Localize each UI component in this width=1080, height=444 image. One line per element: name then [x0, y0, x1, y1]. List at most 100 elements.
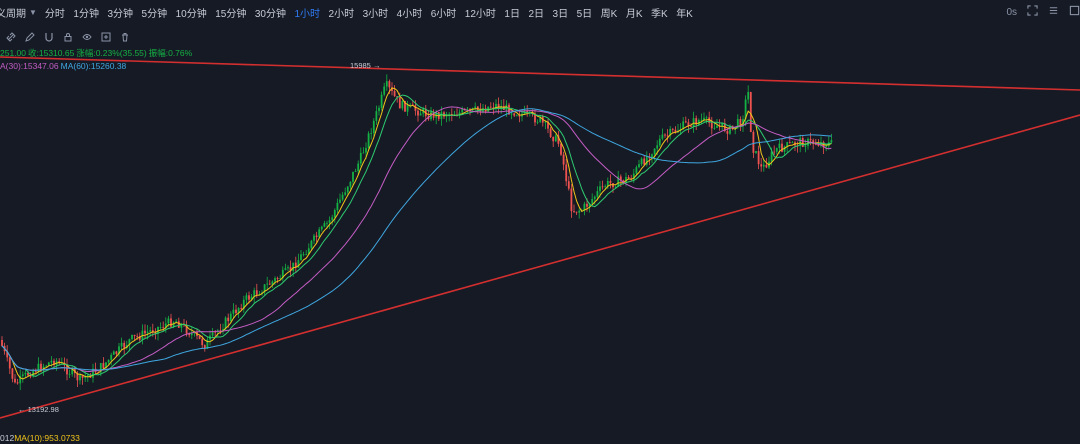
candle-body [578, 210, 581, 213]
candle-body [344, 192, 347, 195]
interval-tab[interactable]: 10分钟 [175, 8, 207, 20]
candle-body [809, 138, 812, 141]
eye-icon[interactable] [82, 29, 92, 40]
candle-body [349, 181, 352, 187]
interval-tab[interactable]: 分时 [44, 8, 65, 20]
candle-body [302, 254, 305, 256]
interval-tab[interactable]: 月K [625, 8, 643, 20]
interval-tab[interactable]: 3小时 [362, 8, 389, 20]
interval-tab[interactable]: 30分钟 [254, 8, 286, 20]
candle-body [716, 125, 718, 128]
interval-tab[interactable]: 周K [600, 8, 618, 20]
candle-body [167, 318, 170, 324]
candle-body [92, 368, 94, 378]
interval-tab[interactable]: 1日 [504, 8, 520, 20]
candle-body [573, 211, 575, 212]
interval-tab[interactable]: 2小时 [328, 8, 355, 20]
candle-body [258, 294, 261, 295]
candle-body [635, 167, 638, 174]
candle-body [380, 94, 383, 108]
candle-body [294, 262, 297, 268]
min-price-label: ← 13192.98 [18, 405, 59, 414]
candle-body [721, 123, 724, 127]
candle-body [830, 140, 833, 143]
ohlc-readout: 251.00 收:15310.65 涨幅:0.23%(35.55) 振幅:0.76% [0, 47, 194, 59]
interval-tab[interactable]: 1分钟 [73, 8, 99, 20]
candle-body [180, 324, 183, 328]
candle-body [812, 140, 815, 145]
magnet-icon[interactable] [44, 29, 54, 42]
candle-body [336, 202, 339, 211]
ma-readout: A(30):15347.06 MA(60):15260.38 [0, 61, 128, 71]
candle-body [703, 117, 705, 120]
drawing-toolbar [6, 27, 139, 42]
candle-body [144, 330, 146, 334]
trash-icon[interactable] [120, 29, 130, 42]
candle-body [123, 342, 126, 348]
candle-body [76, 372, 79, 381]
interval-tab[interactable]: 4小时 [396, 8, 423, 20]
candle-body [188, 333, 191, 336]
candle-body [175, 321, 178, 323]
link-icon[interactable] [6, 29, 16, 42]
candle-body [705, 117, 708, 119]
candle-body [781, 143, 783, 152]
candle-body [544, 121, 547, 123]
candle-body [34, 370, 37, 372]
interval-tab[interactable]: 年K [676, 8, 693, 20]
candle-body [817, 144, 820, 146]
countdown-label: 0s [1006, 6, 1017, 18]
ma60-line [1, 108, 832, 371]
frame-icon[interactable] [101, 29, 111, 42]
candle-body [255, 290, 258, 295]
candle-body [404, 100, 406, 112]
candle-body [825, 146, 828, 148]
candle-body [625, 177, 627, 183]
interval-tab[interactable]: 6小时 [430, 8, 457, 20]
interval-tab[interactable]: 5日 [576, 8, 593, 20]
candle-body [365, 147, 367, 153]
candle-body [762, 164, 765, 167]
candle-body [513, 113, 516, 116]
readout-item: 收:15310.65 [28, 48, 75, 58]
candle-body [318, 229, 321, 238]
candle-body [671, 128, 674, 130]
candle-body [778, 143, 781, 149]
fullscreen-icon[interactable] [1069, 5, 1080, 19]
candle-body [567, 181, 570, 189]
lock-icon[interactable] [63, 29, 73, 42]
candle-body [133, 334, 136, 336]
interval-tab[interactable]: 季K [651, 8, 668, 20]
candle-body [37, 363, 40, 372]
candle-body [807, 138, 809, 146]
candle-body [713, 127, 716, 129]
candle-body [170, 318, 172, 327]
candle-body [565, 164, 568, 182]
toolbar-right: 0s [996, 0, 1080, 24]
ma10-line [1, 94, 832, 377]
candle-body [242, 299, 245, 309]
candle-body [331, 217, 334, 221]
candle-body [388, 81, 391, 88]
interval-tab[interactable]: 15分钟 [215, 8, 247, 20]
settings-icon[interactable] [1048, 5, 1059, 19]
custom-period-menu[interactable]: 义周期 ▼ [0, 5, 37, 20]
candle-body [27, 372, 29, 376]
candle-body [700, 119, 703, 121]
candle-body [799, 138, 802, 146]
interval-tab[interactable]: 3日 [552, 8, 569, 20]
pencil-icon[interactable] [25, 29, 35, 42]
interval-tab[interactable]: 5分钟 [141, 8, 168, 20]
expand-icon[interactable] [1027, 5, 1038, 19]
interval-tab[interactable]: 12小时 [464, 8, 496, 20]
interval-tab[interactable]: 3分钟 [107, 8, 134, 20]
interval-tab[interactable]: 2日 [528, 8, 545, 20]
candle-body [645, 156, 648, 165]
candle-body [593, 196, 596, 199]
candle-body [281, 269, 284, 279]
candle-body [263, 284, 266, 293]
interval-tab[interactable]: 1小时 [294, 8, 321, 20]
candle-body [333, 210, 336, 218]
candle-body [479, 109, 482, 113]
